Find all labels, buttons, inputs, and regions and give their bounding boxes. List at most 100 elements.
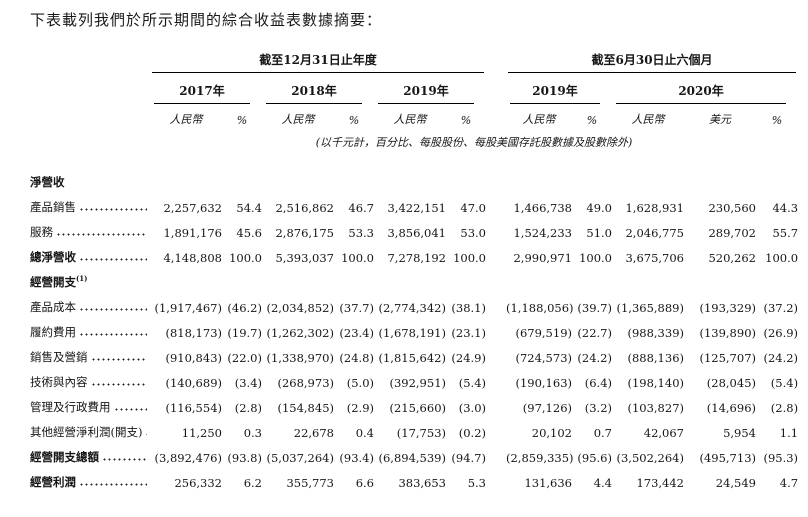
value-cell: 45.6: [236, 226, 262, 240]
value-cell: (2.9): [346, 401, 374, 415]
value-cell: (140,689): [165, 376, 222, 390]
value-cell: (1,678,191): [378, 326, 446, 340]
column-gap: [486, 190, 506, 215]
value-cell: 230,560: [708, 201, 756, 215]
value-cell: (14,696): [706, 401, 756, 415]
value-cell: 7,278,192: [387, 251, 446, 265]
group-header-annual: 截至12月31日止年度: [150, 51, 486, 73]
value-cell: (139,890): [699, 326, 756, 340]
percent-header: %: [771, 114, 783, 127]
dot-leader: [113, 408, 147, 411]
value-cell: (198,140): [627, 376, 684, 390]
unit-note-row: (以千元計，百分比、每股股份、每股美國存託股數據及股數除外): [30, 129, 798, 165]
value-cell: 289,702: [708, 226, 756, 240]
table-row: 經營開支(1): [30, 265, 798, 290]
value-cell: (38.1): [451, 301, 486, 315]
column-gap: [486, 315, 506, 340]
value-cell: (3.4): [234, 376, 262, 390]
year-header-2020-6m: 2020年: [612, 73, 798, 104]
table-row: 銷售及營銷 (910,843) (22.0) (1,338,970) (24.8) (1,…: [30, 340, 798, 365]
value-cell: (37.2): [763, 301, 799, 315]
usd-header: 美元: [709, 113, 731, 126]
value-cell: (19.7): [227, 326, 262, 340]
value-cell: (26.9): [763, 326, 799, 340]
value-cell: (37.7): [339, 301, 374, 315]
value-cell: 49.0: [586, 201, 612, 215]
value-cell: 44.3: [772, 201, 799, 215]
row-label: 經營利潤: [30, 465, 150, 490]
value-cell: 2,257,632: [163, 201, 222, 215]
currency-header: 人民幣: [169, 113, 203, 126]
table-row: 其他經營淨利潤(開支) 11,250 0.3 22,678 0.4 (17,753) (0.…: [30, 415, 798, 440]
value-cell: 1,891,176: [163, 226, 222, 240]
row-label: 經營開支(1): [30, 274, 88, 289]
section-spacer: [150, 265, 798, 290]
percent-header: %: [236, 114, 248, 127]
value-cell: (3,502,264): [616, 451, 684, 465]
value-cell: (910,843): [165, 351, 222, 365]
table-row: 管理及行政費用 (116,554) (2.8) (154,845) (2.9) (215,…: [30, 390, 798, 415]
value-cell: (2.8): [770, 401, 799, 415]
column-gap: [486, 290, 506, 315]
value-cell: (154,845): [277, 401, 334, 415]
unit-note: (以千元計，百分比、每股股份、每股美國存託股數據及股數除外): [315, 136, 633, 149]
currency-header: 人民幣: [393, 113, 427, 126]
row-label: 淨營收: [30, 175, 65, 189]
column-gap: [486, 440, 506, 465]
value-cell: (93.8): [227, 451, 262, 465]
value-cell: 100.0: [229, 251, 262, 265]
column-gap: [486, 215, 506, 240]
value-cell: 1,628,931: [625, 201, 684, 215]
value-cell: (6,894,539): [378, 451, 446, 465]
value-cell: 2,990,971: [513, 251, 572, 265]
page-title: 下表載列我們於所示期間的綜合收益表數據摘要：: [30, 11, 383, 29]
table-row: 產品銷售 2,257,632 54.4 2,516,862 46.7 3,422,151 4…: [30, 190, 798, 215]
dot-leader: [56, 233, 147, 236]
table-row: 總淨營收 4,148,808 100.0 5,393,037 100.0 7,278,19…: [30, 240, 798, 265]
table-row: 經營開支總額 (3,892,476) (93.8) (5,037,264) (93.4)…: [30, 440, 798, 465]
value-cell: 5,393,037: [275, 251, 334, 265]
dot-leader: [79, 258, 147, 261]
value-cell: 11,250: [181, 426, 222, 440]
dot-leader: [79, 208, 147, 211]
value-cell: (1,188,056): [506, 301, 574, 315]
table-row: 技術與內容 (140,689) (3.4) (268,973) (5.0) (392,95…: [30, 365, 798, 390]
value-cell: 5.3: [467, 476, 486, 490]
value-cell: (17,753): [396, 426, 446, 440]
value-cell: 6.6: [355, 476, 374, 490]
value-cell: (2,034,852): [266, 301, 334, 315]
section-spacer: [150, 165, 798, 190]
value-cell: (24.2): [577, 351, 612, 365]
group-header-six-months: 截至6月30日止六個月: [506, 51, 798, 73]
value-cell: 3,675,706: [625, 251, 684, 265]
value-cell: (268,973): [277, 376, 334, 390]
value-cell: 0.3: [243, 426, 262, 440]
value-cell: 256,332: [174, 476, 222, 490]
value-cell: (28,045): [706, 376, 756, 390]
value-cell: (215,660): [389, 401, 446, 415]
value-cell: 20,102: [531, 426, 572, 440]
value-cell: 100.0: [453, 251, 486, 265]
value-cell: 54.4: [236, 201, 262, 215]
value-cell: (190,163): [515, 376, 572, 390]
table-body: 淨營收 產品銷售 2,257,632 54.4 2,516,862 46.7 3,422,1…: [30, 165, 798, 490]
value-cell: (495,713): [699, 451, 756, 465]
value-cell: (22.7): [577, 326, 612, 340]
dot-leader: [79, 308, 147, 311]
year-header-2019: 2019年: [374, 73, 486, 104]
column-gap: [486, 51, 506, 73]
value-cell: (3.0): [458, 401, 486, 415]
row-label: 銷售及營銷: [30, 340, 150, 365]
value-cell: 520,262: [708, 251, 756, 265]
dot-leader: [79, 333, 147, 336]
value-cell: (3,892,476): [154, 451, 222, 465]
value-cell: (2.8): [234, 401, 262, 415]
value-cell: (724,573): [515, 351, 572, 365]
value-cell: 1,524,233: [513, 226, 572, 240]
value-cell: 55.7: [772, 226, 799, 240]
value-cell: (23.4): [339, 326, 374, 340]
value-cell: (1,815,642): [378, 351, 446, 365]
row-label: 產品成本: [30, 290, 150, 315]
value-cell: (2,859,335): [506, 451, 574, 465]
value-cell: (818,173): [165, 326, 222, 340]
